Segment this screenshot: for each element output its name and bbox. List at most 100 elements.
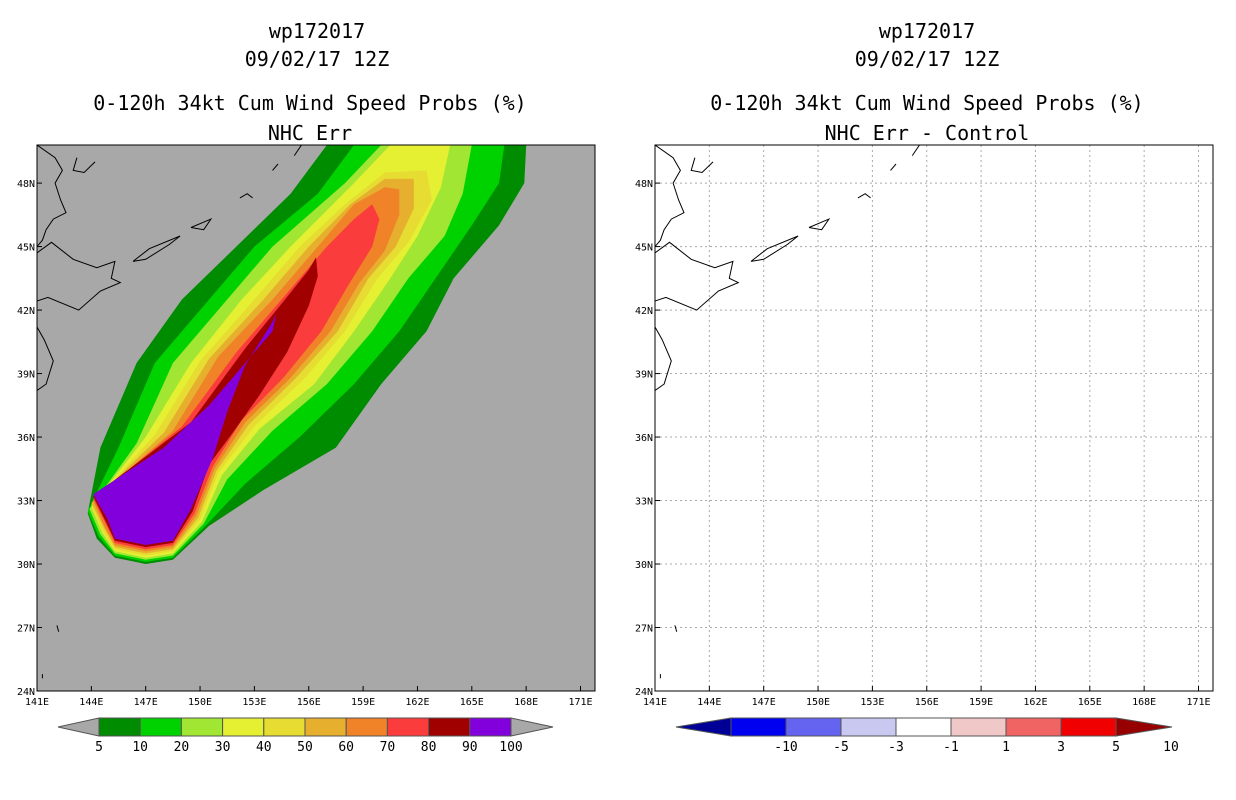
- coastline-segment: [293, 145, 302, 156]
- x-tick-label: 159E: [351, 697, 375, 708]
- colorbar-swatch: [139, 717, 182, 737]
- coastline-segment: [132, 235, 181, 262]
- right-plot-frame: [654, 144, 1214, 692]
- x-tick-label: 147E: [752, 697, 776, 708]
- coastline-segment: [272, 163, 279, 171]
- panel-left: wp172017 09/02/17 12Z 0-120h 34kt Cum Wi…: [17, 19, 596, 755]
- y-tick-label: 48N: [17, 179, 35, 190]
- colorbar-swatch: [895, 717, 952, 737]
- y-tick-label: 39N: [17, 370, 35, 381]
- colorbar-swatch: [1005, 717, 1062, 737]
- x-tick-label: 150E: [806, 697, 830, 708]
- colorbar-label: 100: [499, 740, 522, 755]
- x-tick-label: 159E: [969, 697, 993, 708]
- colorbar-label: 70: [380, 740, 396, 755]
- y-tick-label: 24N: [635, 687, 653, 698]
- panel-right: wp172017 09/02/17 12Z 0-120h 34kt Cum Wi…: [635, 19, 1214, 755]
- left-plot-frame: [36, 144, 596, 692]
- left-probability-contours: [87, 145, 527, 564]
- x-tick-label: 156E: [297, 697, 321, 708]
- colorbar-label: 60: [338, 740, 354, 755]
- colorbar-label: 20: [174, 740, 190, 755]
- y-tick-label: 45N: [17, 243, 35, 254]
- colorbar-label: 10: [1163, 740, 1179, 755]
- y-tick-label: 30N: [635, 560, 653, 571]
- colorbar-swatch: [950, 717, 1007, 737]
- colorbar-swatch: [222, 717, 265, 737]
- left-coastline: [37, 145, 302, 679]
- left-y-axis: 24N 27N 30N 33N 36N 39N 42N 45N 48N: [17, 179, 42, 698]
- contour-90-percent: [93, 314, 277, 545]
- colorbar-swatch: [469, 717, 512, 737]
- right-title-model: NHC Err - Control: [825, 121, 1030, 145]
- right-title-storm: wp172017: [879, 19, 975, 43]
- y-tick-label: 36N: [635, 433, 653, 444]
- left-x-axis: 141E 144E 147E 150E 153E 156E 159E 162E 165E 168E…: [25, 686, 593, 708]
- y-tick-label: 33N: [635, 497, 653, 508]
- x-tick-label: 171E: [1186, 697, 1210, 708]
- coastline-segment: [239, 193, 253, 199]
- x-tick-label: 153E: [242, 697, 266, 708]
- y-tick-label: 27N: [17, 624, 35, 635]
- coastline-segment: [750, 235, 799, 262]
- colorbar-label: 30: [215, 740, 231, 755]
- x-tick-label: 162E: [405, 697, 429, 708]
- y-tick-label: 30N: [17, 560, 35, 571]
- x-tick-label: 147E: [134, 697, 158, 708]
- coastline-segment: [37, 241, 122, 321]
- x-tick-label: 168E: [1132, 697, 1156, 708]
- colorbar-swatch: [263, 717, 306, 737]
- x-tick-label: 150E: [188, 697, 212, 708]
- colorbar-label: -5: [833, 740, 849, 755]
- right-x-axis: 141E 144E 147E 150E 153E 156E 159E 162E 165E 168E…: [643, 686, 1211, 708]
- coastline-segment: [655, 241, 740, 321]
- coastline-segment: [37, 145, 67, 247]
- right-colorbar: -10 -5 -3 -1 1 3 5 10: [675, 717, 1179, 755]
- right-title-product: 0-120h 34kt Cum Wind Speed Probs (%): [710, 91, 1143, 115]
- colorbar-swatch: [180, 717, 224, 737]
- colorbar-label: -3: [888, 740, 904, 755]
- y-tick-label: 45N: [635, 243, 653, 254]
- colorbar-swatch: [1060, 717, 1117, 737]
- coastline-segment: [808, 217, 831, 231]
- right-map-background: [655, 145, 1213, 691]
- x-tick-label: 165E: [1078, 697, 1102, 708]
- x-tick-label: 162E: [1023, 697, 1047, 708]
- coastline-segment: [72, 157, 96, 174]
- colorbar-label: 5: [1112, 740, 1120, 755]
- y-tick-label: 42N: [635, 306, 653, 317]
- right-gridlines: [655, 145, 1213, 691]
- colorbar-label: 1: [1002, 740, 1010, 755]
- coastline-segment: [190, 217, 213, 231]
- left-title-storm: wp172017: [269, 19, 365, 43]
- x-tick-label: 144E: [697, 697, 721, 708]
- y-tick-label: 36N: [17, 433, 35, 444]
- coastline-segment: [690, 157, 714, 174]
- y-tick-label: 39N: [635, 370, 653, 381]
- colorbar-swatch: [730, 717, 787, 737]
- coastline-segment: [37, 326, 54, 408]
- right-y-axis: 24N 27N 30N 33N 36N 39N 42N 45N 48N: [635, 179, 660, 698]
- left-title-model: NHC Err: [268, 121, 352, 145]
- colorbar-over-arrow: [510, 717, 554, 737]
- left-colorbar: 5 10 20 30 40 50 60 70 80 90 100: [57, 717, 554, 755]
- y-tick-label: 24N: [17, 687, 35, 698]
- colorbar-label: 40: [256, 740, 272, 755]
- coastline-segment: [674, 625, 678, 632]
- colorbar-under-arrow: [675, 717, 732, 737]
- colorbar-under-arrow: [57, 717, 100, 737]
- colorbar-swatch: [785, 717, 842, 737]
- x-tick-label: 153E: [860, 697, 884, 708]
- x-tick-label: 144E: [79, 697, 103, 708]
- coastline-segment: [56, 625, 60, 632]
- y-tick-label: 42N: [17, 306, 35, 317]
- colorbar-swatch: [840, 717, 897, 737]
- colorbar-label: 5: [95, 740, 103, 755]
- y-tick-label: 33N: [17, 497, 35, 508]
- colorbar-label: 50: [297, 740, 313, 755]
- colorbar-swatch: [345, 717, 388, 737]
- left-title-product: 0-120h 34kt Cum Wind Speed Probs (%): [93, 91, 526, 115]
- x-tick-label: 156E: [915, 697, 939, 708]
- colorbar-label: -1: [943, 740, 959, 755]
